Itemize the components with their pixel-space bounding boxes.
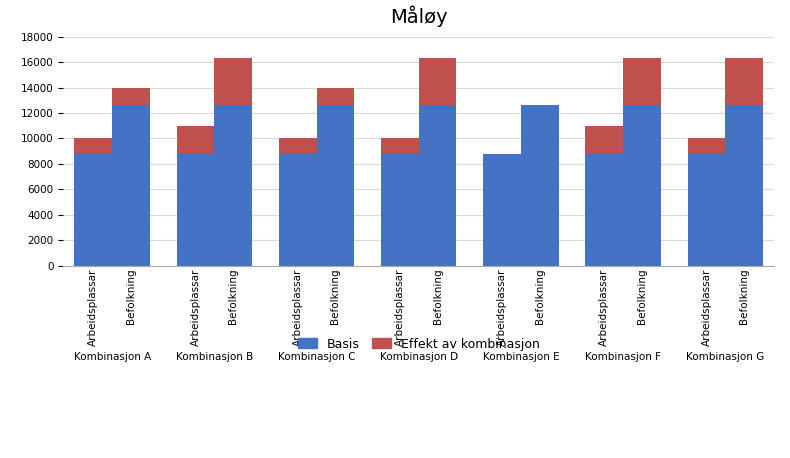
- Bar: [74, 154, 112, 266]
- Bar: [214, 58, 252, 105]
- Bar: [112, 87, 150, 105]
- Text: Kombinasjon D: Kombinasjon D: [380, 352, 457, 362]
- Text: Kombinasjon B: Kombinasjon B: [175, 352, 253, 362]
- Title: Måløy: Måløy: [390, 5, 447, 27]
- Bar: [279, 138, 317, 154]
- Bar: [521, 105, 559, 266]
- Bar: [317, 87, 354, 105]
- Text: Kombinasjon A: Kombinasjon A: [73, 352, 151, 362]
- Text: Kombinasjon G: Kombinasjon G: [687, 352, 765, 362]
- Legend: Basis, Effekt av kombinasjon: Basis, Effekt av kombinasjon: [293, 333, 544, 355]
- Bar: [419, 58, 457, 105]
- Bar: [687, 154, 725, 266]
- Bar: [112, 105, 150, 266]
- Bar: [623, 105, 660, 266]
- Bar: [725, 105, 763, 266]
- Bar: [419, 105, 457, 266]
- Bar: [585, 125, 623, 154]
- Text: Kombinasjon F: Kombinasjon F: [585, 352, 661, 362]
- Bar: [74, 138, 112, 154]
- Text: Kombinasjon E: Kombinasjon E: [483, 352, 559, 362]
- Bar: [214, 105, 252, 266]
- Bar: [623, 58, 660, 105]
- Bar: [317, 105, 354, 266]
- Bar: [381, 154, 419, 266]
- Bar: [279, 154, 317, 266]
- Bar: [687, 138, 725, 154]
- Bar: [177, 154, 214, 266]
- Bar: [585, 154, 623, 266]
- Bar: [725, 58, 763, 105]
- Text: Kombinasjon C: Kombinasjon C: [278, 352, 356, 362]
- Bar: [177, 125, 214, 154]
- Bar: [483, 154, 521, 266]
- Bar: [381, 138, 419, 154]
